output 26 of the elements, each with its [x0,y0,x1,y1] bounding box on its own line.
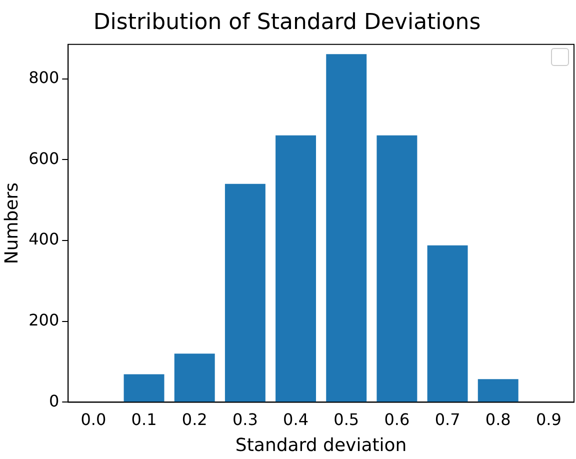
bar [174,354,215,402]
bar [224,184,266,402]
y-tick-label: 600 [28,148,60,168]
y-tick-label: 400 [28,230,60,249]
x-tick-label: 0.8 [485,410,511,429]
y-axis-title: Numbers [1,182,22,264]
x-tick-label: 0.4 [283,410,309,429]
x-tick-label: 0.5 [334,410,360,429]
x-tick-label: 0.2 [182,410,208,429]
bar [427,245,468,402]
x-tick-label: 0.6 [384,410,410,429]
bar [326,54,367,402]
x-tick-label: 0.0 [80,410,106,429]
y-tick-label: 800 [28,68,60,87]
x-tick-label: 0.1 [131,410,157,429]
y-tick-label: 0 [48,391,60,410]
x-tick-label: 0.9 [536,410,562,429]
x-tick-label: 0.7 [434,410,460,429]
bar [124,374,164,402]
x-tick-label: 0.3 [232,410,258,429]
bar [276,135,316,402]
bar [376,135,418,402]
x-axis-title: Standard deviation [235,434,407,456]
chart-title: Distribution of Standard Deviations [93,10,481,35]
y-tick-label: 200 [28,310,60,330]
bar [478,379,518,402]
